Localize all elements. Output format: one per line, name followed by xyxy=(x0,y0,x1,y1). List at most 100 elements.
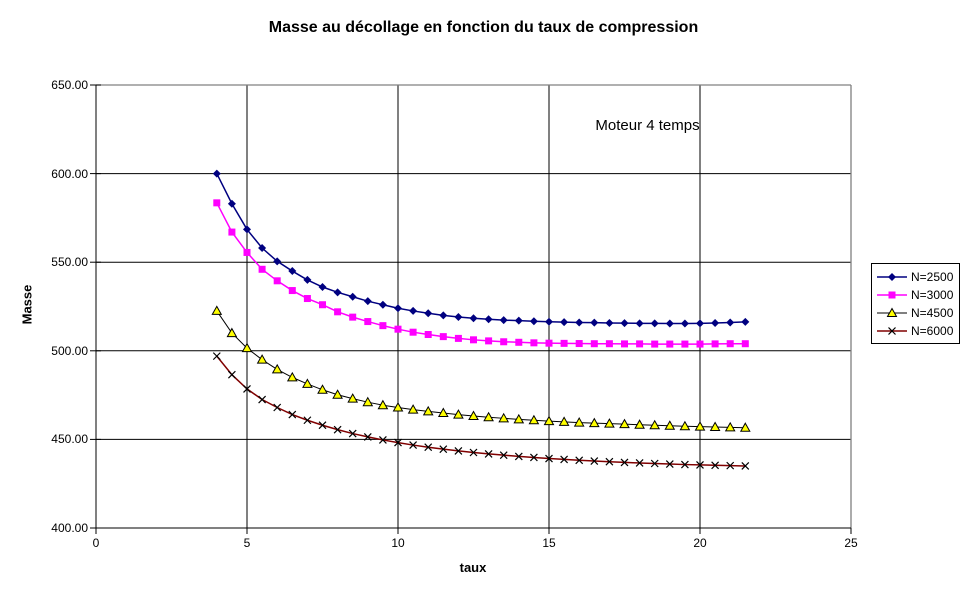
marker-square xyxy=(379,322,387,330)
marker-triangle xyxy=(362,396,374,407)
legend-marker-diamond-icon xyxy=(877,273,907,281)
marker-x xyxy=(590,457,599,465)
marker-diamond xyxy=(888,273,896,281)
annotation-moteur-4-temps: Moteur 4 temps xyxy=(595,117,700,134)
x-tick-label: 5 xyxy=(243,536,251,550)
marker-square xyxy=(439,333,447,341)
series-line-N=2500 xyxy=(216,173,746,325)
marker-diamond xyxy=(590,318,599,327)
legend-marker-x-icon xyxy=(877,327,907,335)
marker-diamond xyxy=(680,319,689,328)
marker-square xyxy=(681,340,689,348)
marker-triangle xyxy=(437,407,449,417)
marker-triangle xyxy=(407,404,419,414)
marker-x xyxy=(469,448,478,457)
marker-diamond xyxy=(499,316,508,325)
marker-diamond xyxy=(424,309,433,318)
marker-triangle xyxy=(211,305,223,315)
marker-triangle xyxy=(886,307,898,317)
marker-x xyxy=(560,455,569,464)
marker-diamond xyxy=(575,318,584,327)
marker-square xyxy=(288,287,296,295)
marker-triangle xyxy=(302,378,313,388)
marker-x xyxy=(424,443,433,452)
y-tick-label: 650.00 xyxy=(51,78,88,92)
marker-diamond xyxy=(545,317,553,326)
marker-x xyxy=(243,384,251,393)
legend-item-N=3000: N=3000 xyxy=(876,286,957,304)
marker-square xyxy=(454,334,462,342)
marker-triangle xyxy=(392,401,404,412)
legend-label: N=3000 xyxy=(911,288,954,302)
x-tick-label: 20 xyxy=(693,536,707,550)
marker-triangle xyxy=(422,405,434,416)
marker-x xyxy=(888,327,896,335)
marker-x xyxy=(545,454,553,463)
marker-diamond xyxy=(469,314,478,323)
marker-x xyxy=(499,451,508,460)
marker-x xyxy=(348,429,357,438)
marker-triangle xyxy=(694,421,706,431)
marker-triangle xyxy=(588,417,600,428)
marker-diamond xyxy=(560,318,569,327)
marker-x xyxy=(258,395,267,404)
marker-diamond xyxy=(439,311,448,320)
marker-square xyxy=(273,277,281,285)
marker-x xyxy=(363,432,372,441)
marker-diamond xyxy=(635,319,644,328)
marker-diamond xyxy=(696,319,704,328)
marker-square xyxy=(228,228,236,236)
legend-item-N=6000: N=6000 xyxy=(876,322,957,340)
marker-triangle xyxy=(543,415,555,426)
x-axis-title: taux xyxy=(459,560,487,575)
marker-square xyxy=(605,340,613,348)
marker-triangle xyxy=(573,417,585,427)
marker-triangle xyxy=(649,419,661,430)
marker-diamond xyxy=(620,319,629,328)
marker-x xyxy=(273,403,282,412)
marker-x xyxy=(650,459,659,468)
marker-x xyxy=(620,458,629,467)
y-tick-label: 400.00 xyxy=(51,521,88,535)
marker-triangle xyxy=(558,416,570,426)
marker-square xyxy=(500,338,508,346)
marker-square xyxy=(726,340,734,348)
marker-x xyxy=(484,450,493,458)
marker-triangle xyxy=(483,411,494,422)
legend-label: N=2500 xyxy=(911,270,954,284)
marker-x xyxy=(288,410,297,419)
marker-square xyxy=(243,248,251,256)
marker-diamond xyxy=(711,318,720,327)
marker-x xyxy=(665,460,674,468)
marker-x xyxy=(680,460,689,469)
marker-triangle xyxy=(468,410,479,421)
marker-diamond xyxy=(243,225,251,234)
marker-square xyxy=(303,295,311,303)
marker-square xyxy=(409,328,417,336)
marker-x xyxy=(575,456,584,465)
marker-square xyxy=(485,337,493,345)
marker-triangle xyxy=(286,371,298,382)
y-tick-label: 450.00 xyxy=(51,432,88,447)
marker-triangle xyxy=(724,421,736,432)
marker-x xyxy=(514,452,523,461)
legend-label: N=6000 xyxy=(911,324,954,338)
marker-triangle xyxy=(453,409,464,419)
marker-diamond xyxy=(484,315,493,324)
marker-diamond xyxy=(378,300,387,309)
marker-x xyxy=(409,441,418,449)
marker-x xyxy=(227,370,236,379)
marker-diamond xyxy=(665,319,674,328)
marker-x xyxy=(212,352,221,361)
marker-x xyxy=(635,459,644,467)
marker-triangle xyxy=(528,414,540,425)
legend-marker-square-icon xyxy=(877,291,907,299)
marker-triangle xyxy=(271,363,283,374)
marker-diamond xyxy=(605,318,614,327)
marker-square xyxy=(636,340,644,348)
marker-x xyxy=(454,446,463,455)
x-tick-label: 0 xyxy=(92,536,100,550)
marker-diamond xyxy=(318,283,327,292)
marker-square xyxy=(545,339,553,347)
